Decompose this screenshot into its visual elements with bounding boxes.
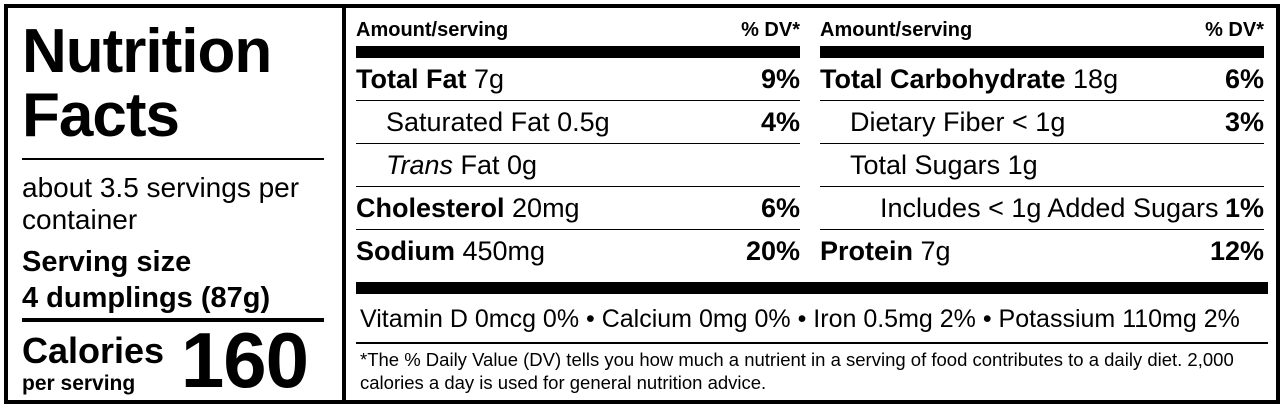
nutrient-dv: 9%	[760, 63, 800, 94]
nutrient-name: Saturated Fat 0.5g	[386, 106, 610, 137]
nutrient-amount: 20mg	[504, 192, 580, 223]
nutrient-row-dietary-fiber: Dietary Fiber < 1g 3%	[820, 101, 1264, 144]
column-header: Amount/serving % DV*	[820, 14, 1264, 46]
nutrient-dv: 1%	[1224, 192, 1264, 223]
nutrient-dv: 6%	[1224, 63, 1264, 94]
nutrient-name: Total Fat	[356, 63, 467, 94]
amount-serving-header: Amount/serving	[356, 18, 509, 41]
nutrient-amount: 450mg	[455, 236, 546, 266]
nutrient-row-protein: Protein 7g 12%	[820, 230, 1264, 273]
nutrient-dv: 6%	[760, 192, 800, 223]
serving-size-label: Serving size	[22, 246, 192, 278]
nutrient-column-left: Amount/serving % DV* Total Fat 7g 9% Sat…	[356, 14, 800, 273]
vertical-divider	[342, 8, 346, 400]
nutrient-row-sodium: Sodium 450mg 20%	[356, 230, 800, 273]
divider-thick	[22, 318, 324, 322]
nutrient-name: Sodium	[356, 236, 455, 266]
dv-header: % DV*	[1205, 18, 1264, 41]
divider-thick	[820, 46, 1264, 58]
divider-thick	[356, 46, 800, 58]
nutrient-row-total-sugars: Total Sugars 1g	[820, 144, 1264, 187]
calories-label: Calories	[22, 330, 165, 371]
nutrient-column-right: Amount/serving % DV* Total Carbohydrate …	[820, 14, 1264, 273]
dv-header: % DV*	[741, 18, 800, 41]
nutrient-dv: 4%	[760, 106, 800, 137]
nutrient-amount: Fat 0g	[453, 149, 538, 180]
nutrient-row-total-fat: Total Fat 7g 9%	[356, 58, 800, 101]
nutrient-name: Trans	[386, 149, 454, 180]
nutrient-row-added-sugars: Includes < 1g Added Sugars 1%	[820, 187, 1264, 230]
nutrient-dv: 3%	[1224, 106, 1264, 137]
calories-value: 160	[180, 316, 309, 404]
nutrient-name: Total Sugars 1g	[850, 149, 1038, 180]
column-header: Amount/serving % DV*	[356, 14, 800, 46]
serving-size: Serving size 4 dumplings (87g)	[22, 244, 322, 316]
divider	[356, 342, 1268, 344]
serving-size-value: 4 dumplings (87g)	[22, 282, 271, 314]
nutrient-name: Dietary Fiber < 1g	[850, 106, 1066, 137]
divider-thick	[356, 282, 1268, 294]
nutrient-name: Includes < 1g Added Sugars	[880, 192, 1219, 223]
nutrient-row-trans-fat: Trans Fat 0g	[356, 144, 800, 187]
nutrient-amount: 7g	[913, 236, 951, 266]
divider	[22, 158, 324, 160]
amount-serving-header: Amount/serving	[820, 18, 973, 41]
nutrient-name: Total Carbohydrate	[820, 63, 1066, 94]
nutrient-name: Cholesterol	[356, 192, 505, 223]
nutrient-dv: 12%	[1209, 236, 1264, 266]
nutrition-facts-label: Nutrition Facts about 3.5 servings per c…	[4, 4, 1280, 404]
nutrient-row-cholesterol: Cholesterol 20mg 6%	[356, 187, 800, 230]
vitamins-minerals-line: Vitamin D 0mcg 0% • Calcium 0mg 0% • Iro…	[360, 305, 1240, 333]
nutrient-row-saturated-fat: Saturated Fat 0.5g 4%	[356, 101, 800, 144]
calories-per-serving: per serving	[22, 372, 136, 395]
nutrient-dv: 20%	[745, 236, 800, 266]
servings-per-container: about 3.5 servings per container	[22, 172, 300, 235]
nutrient-amount: 18g	[1065, 63, 1119, 94]
daily-value-footnote: *The % Daily Value (DV) tells you how mu…	[360, 349, 1234, 393]
nutrient-name: Protein	[820, 236, 914, 266]
nutrient-amount: 7g	[466, 63, 505, 94]
nutrition-facts-title: Nutrition Facts	[22, 17, 272, 150]
nutrient-row-total-carbohydrate: Total Carbohydrate 18g 6%	[820, 58, 1264, 101]
